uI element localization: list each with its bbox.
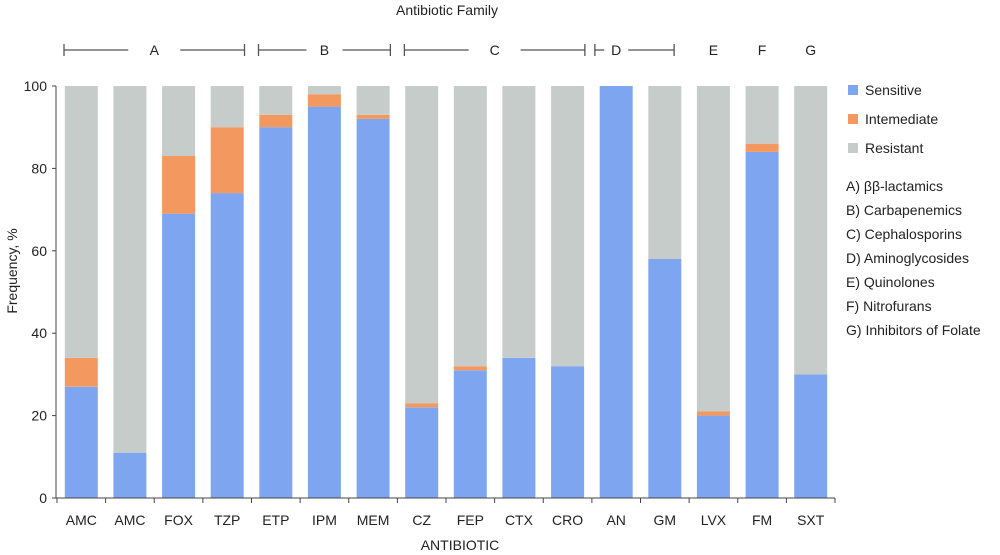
legend-swatch-sensitive [848, 85, 858, 95]
bar-intemediate-fm-14 [745, 143, 779, 152]
bar-resistant-lvx-13 [696, 86, 730, 412]
y-tick-label: 0 [39, 490, 47, 506]
bar-sensitive-ctx-9 [502, 357, 536, 498]
family-label-d: D [611, 42, 621, 58]
y-axis: 0 20 40 60 80 100 [24, 78, 57, 506]
family-legend-item: E) Quinolones [846, 274, 935, 290]
family-label-a: A [150, 42, 160, 58]
family-legend-item: G) Inhibitors of Folate [846, 322, 981, 338]
bars-group [64, 86, 828, 498]
bar-intemediate-tzp-3 [210, 127, 244, 194]
bar-sensitive-amc-0 [64, 386, 98, 498]
x-tick-label: CZ [412, 512, 431, 528]
bar-sensitive-cz-7 [405, 407, 439, 498]
x-tick-label: AN [606, 512, 625, 528]
family-label-e: E [709, 42, 718, 58]
bar-resistant-etp-4 [259, 86, 293, 115]
bar-resistant-cz-7 [405, 86, 439, 404]
bar-resistant-amc-1 [113, 86, 147, 453]
y-tick-label: 100 [24, 78, 48, 94]
bar-resistant-amc-0 [64, 86, 98, 358]
bar-intemediate-fox-2 [162, 156, 196, 214]
family-legend-item: C) Cephalosporins [846, 226, 962, 242]
x-tick-label: SXT [797, 512, 825, 528]
bar-resistant-fep-8 [453, 86, 487, 367]
y-tick-label: 40 [31, 325, 47, 341]
bar-sensitive-etp-4 [259, 127, 293, 498]
bar-sensitive-fm-14 [745, 151, 779, 498]
bar-intemediate-lvx-13 [696, 411, 730, 416]
family-legend: A) ββ-lactamics B) Carbapenemics C) Cephal… [846, 178, 981, 338]
bar-intemediate-etp-4 [259, 114, 293, 128]
bar-resistant-ctx-9 [502, 86, 536, 358]
bar-resistant-ipm-5 [307, 86, 341, 95]
bar-sensitive-ipm-5 [307, 106, 341, 498]
x-tick-label: CTX [505, 512, 534, 528]
bar-sensitive-an-11 [599, 86, 633, 498]
bar-intemediate-mem-6 [356, 114, 390, 119]
bar-resistant-cro-10 [551, 86, 585, 367]
bar-sensitive-lvx-13 [696, 415, 730, 498]
legend-swatch-intemediate [848, 114, 858, 124]
family-legend-item: B) Carbapenemics [846, 202, 962, 218]
bar-sensitive-tzp-3 [210, 193, 244, 498]
x-tick-label: LVX [701, 512, 727, 528]
family-brackets: A B C D E F G [63, 42, 816, 58]
bar-resistant-mem-6 [356, 86, 390, 115]
legend-label-intemediate: Intemediate [865, 111, 938, 127]
y-axis-title: Frequency, % [4, 228, 20, 313]
y-tick-label: 80 [31, 160, 47, 176]
family-label-f: F [758, 42, 767, 58]
x-axis: AMC AMC FOX TZP ETP IPM MEM CZ FEP CTX CRO AN GM LVX F… [56, 497, 836, 528]
legend-label-resistant: Resistant [865, 140, 923, 156]
family-legend-item: F) Nitrofurans [846, 298, 932, 314]
bar-sensitive-amc-1 [113, 452, 147, 498]
legend-swatch-resistant [848, 143, 858, 153]
x-tick-label: CRO [552, 512, 583, 528]
bar-sensitive-sxt-15 [794, 374, 828, 498]
bar-resistant-fm-14 [745, 86, 779, 144]
bar-sensitive-fep-8 [453, 370, 487, 498]
x-tick-label: AMC [114, 512, 145, 528]
x-axis-title: ANTIBIOTIC [421, 537, 500, 553]
bar-resistant-gm-12 [648, 86, 682, 259]
bar-intemediate-cz-7 [405, 403, 439, 408]
x-tick-label: FM [752, 512, 772, 528]
bar-resistant-fox-2 [162, 86, 196, 156]
bar-intemediate-ipm-5 [307, 94, 341, 107]
x-tick-label: TZP [214, 512, 240, 528]
bar-sensitive-cro-10 [551, 366, 585, 498]
bar-resistant-sxt-15 [794, 86, 828, 375]
family-label-g: G [805, 42, 816, 58]
legend-label-sensitive: Sensitive [865, 82, 922, 98]
x-tick-label: ETP [262, 512, 289, 528]
bar-sensitive-fox-2 [162, 213, 196, 498]
y-tick-label: 60 [31, 243, 47, 259]
bar-intemediate-amc-0 [64, 357, 98, 387]
family-legend-item: D) Aminoglycosides [846, 250, 969, 266]
family-legend-item: A) ββ-lactamics [846, 178, 943, 194]
x-tick-label: AMC [66, 512, 97, 528]
x-tick-label: FOX [164, 512, 193, 528]
x-tick-label: MEM [357, 512, 390, 528]
x-tick-label: FEP [457, 512, 484, 528]
bar-intemediate-fep-8 [453, 366, 487, 371]
family-label-b: B [320, 42, 329, 58]
bar-resistant-tzp-3 [210, 86, 244, 128]
family-label-c: C [490, 42, 500, 58]
x-tick-label: IPM [312, 512, 337, 528]
legend: Sensitive Intemediate Resistant [848, 82, 938, 156]
bar-sensitive-mem-6 [356, 119, 390, 498]
y-tick-label: 20 [31, 408, 47, 424]
chart-title: Antibiotic Family [396, 2, 498, 18]
x-tick-label: GM [654, 512, 677, 528]
bar-sensitive-gm-12 [648, 259, 682, 498]
